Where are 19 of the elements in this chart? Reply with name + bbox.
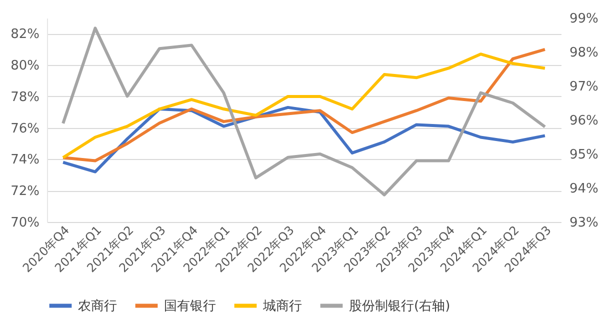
y-tick-label: 70% <box>10 216 40 230</box>
y2-tick-label: 98% <box>570 46 598 60</box>
legend-label: 城商行 <box>262 298 302 314</box>
legend-label: 农商行 <box>78 298 117 314</box>
line-series <box>62 26 546 196</box>
y2-tick-label: 93% <box>570 216 598 230</box>
y-tick-label: 82% <box>10 27 40 42</box>
y2-tick-label: 95% <box>570 148 598 162</box>
y2-tick-label: 94% <box>570 182 598 196</box>
legend-label: 国有银行 <box>164 298 216 314</box>
y-tick-label: 78% <box>10 90 40 105</box>
legend-label: 股份制银行(右轴) <box>349 298 450 314</box>
y2-tick-label: 97% <box>570 80 598 94</box>
y2-tick-label: 99% <box>570 12 598 26</box>
y-tick-label: 80% <box>10 58 40 74</box>
y-tick-label: 76% <box>10 121 40 136</box>
y2-tick-label: 96% <box>570 114 598 128</box>
y-tick-label: 72% <box>10 184 40 200</box>
y-tick-label: 74% <box>10 152 40 168</box>
